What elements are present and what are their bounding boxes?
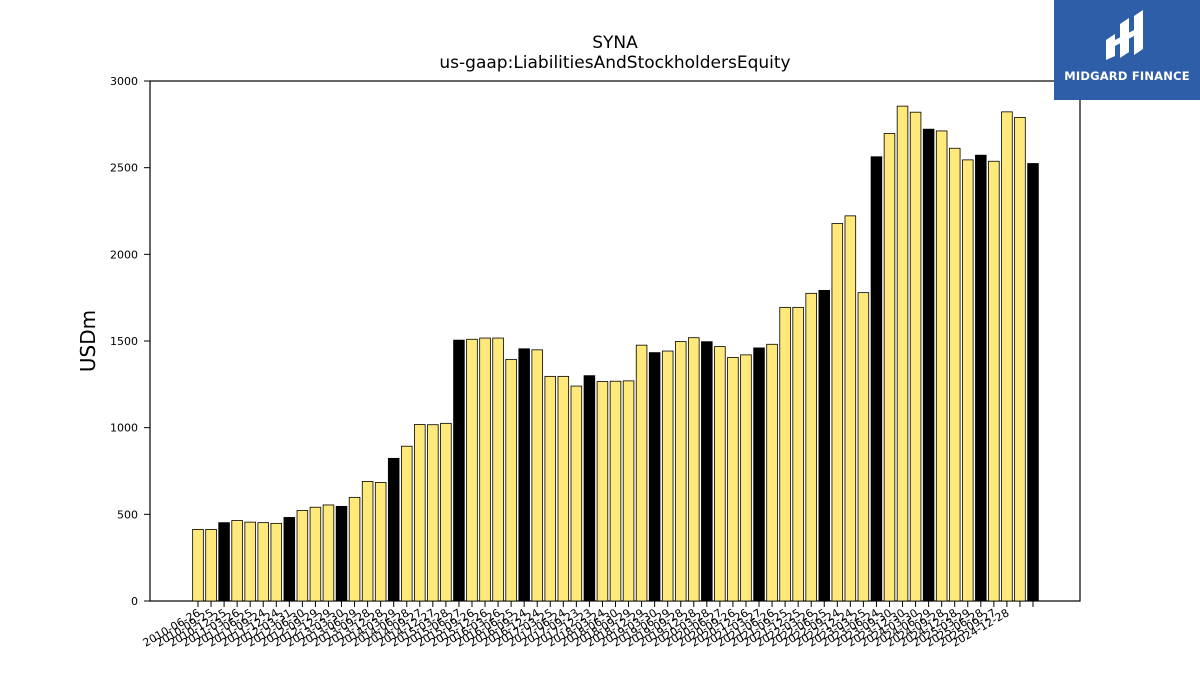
bar	[622, 380, 635, 602]
bar	[361, 480, 374, 602]
bar	[270, 522, 283, 602]
bar	[414, 424, 426, 602]
bar	[453, 339, 465, 602]
bar	[400, 445, 413, 602]
bar	[309, 506, 322, 602]
bar	[727, 357, 739, 602]
bar	[714, 346, 726, 602]
bar	[740, 354, 752, 602]
bar	[570, 385, 583, 602]
bar	[205, 529, 217, 602]
bar	[988, 160, 1000, 602]
bar	[962, 159, 974, 602]
bar	[766, 343, 778, 602]
midgard-finance-logo: MIDGARD FINANCE	[1054, 0, 1200, 100]
bar	[701, 341, 713, 602]
bar	[1001, 111, 1013, 602]
bar	[218, 522, 230, 602]
bar	[1027, 163, 1039, 602]
bar	[257, 522, 269, 602]
bar	[322, 504, 335, 602]
bar	[544, 375, 557, 602]
y-axis-label: USDm	[76, 310, 100, 372]
bar	[335, 505, 348, 602]
bar	[857, 292, 870, 602]
bar	[648, 352, 661, 602]
midgard-logo-icon	[1106, 10, 1143, 60]
bar	[1014, 117, 1026, 602]
y-tick-label: 1000	[110, 422, 138, 435]
bar	[661, 350, 674, 602]
bar	[440, 422, 452, 602]
bar	[387, 457, 400, 602]
bar	[674, 341, 687, 602]
bar	[283, 517, 296, 602]
chart-subtitle: us-gaap:LiabilitiesAndStockholdersEquity	[439, 53, 790, 73]
bar	[192, 529, 204, 602]
bar	[948, 147, 961, 602]
bar	[909, 111, 922, 602]
bar	[557, 375, 570, 602]
bar	[518, 348, 530, 602]
y-tick-label: 2500	[110, 162, 138, 175]
bar	[870, 156, 883, 602]
bar	[805, 292, 817, 602]
bar	[753, 347, 765, 602]
x-axis: 2010-06-262010-09-252010-12-252011-03-26…	[141, 601, 1034, 650]
bar	[935, 130, 948, 602]
bar	[479, 337, 491, 602]
y-tick-label: 0	[131, 595, 138, 608]
brand-name: MIDGARD FINANCE	[1064, 69, 1190, 83]
bar	[596, 381, 609, 602]
y-tick-label: 2000	[110, 248, 138, 261]
bar	[883, 133, 896, 602]
bar	[818, 289, 831, 602]
bar	[348, 496, 361, 602]
chart-title: SYNA	[592, 33, 638, 53]
bar	[374, 482, 387, 602]
bar	[922, 128, 935, 602]
bar	[831, 223, 844, 602]
bar	[844, 215, 857, 602]
bar	[244, 521, 256, 602]
bar	[466, 338, 478, 602]
bar	[583, 375, 596, 602]
bar	[792, 306, 804, 602]
bar	[231, 520, 243, 602]
bar	[896, 105, 909, 602]
bar	[688, 337, 700, 602]
bars	[192, 105, 1039, 602]
bar	[531, 349, 543, 602]
bar	[296, 510, 309, 602]
bar	[609, 380, 622, 602]
bar	[492, 337, 504, 602]
y-axis: 0 500 1000 1500 2000 2500 3000	[110, 75, 150, 608]
y-tick-label: 3000	[110, 75, 138, 88]
bar	[975, 154, 987, 602]
bar	[635, 344, 648, 602]
bar	[779, 306, 791, 602]
y-tick-label: 500	[117, 508, 138, 521]
bar	[505, 358, 517, 602]
bar	[427, 424, 439, 602]
y-tick-label: 1500	[110, 335, 138, 348]
